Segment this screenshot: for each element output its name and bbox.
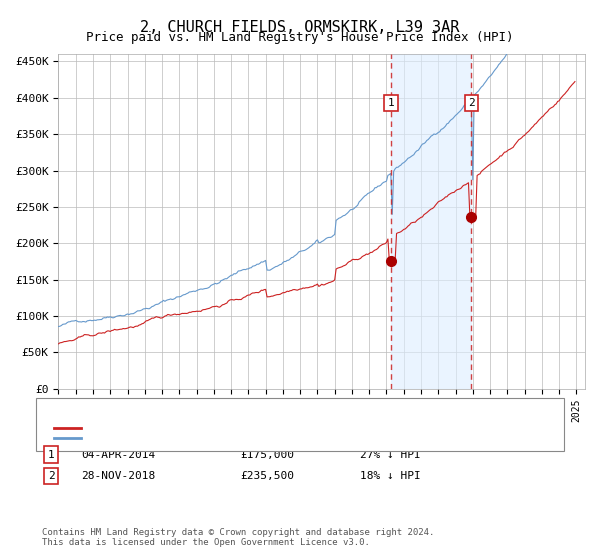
Text: 2: 2 [468, 98, 475, 108]
Text: Price paid vs. HM Land Registry's House Price Index (HPI): Price paid vs. HM Land Registry's House … [86, 31, 514, 44]
Text: HPI: Average price, detached house, West Lancashire: HPI: Average price, detached house, West… [87, 433, 406, 443]
Text: 28-NOV-2018: 28-NOV-2018 [81, 471, 155, 481]
Text: 18% ↓ HPI: 18% ↓ HPI [360, 471, 421, 481]
Text: 1: 1 [47, 450, 55, 460]
Text: 2, CHURCH FIELDS, ORMSKIRK, L39 3AR (detached house): 2, CHURCH FIELDS, ORMSKIRK, L39 3AR (det… [87, 423, 412, 433]
Text: 04-APR-2014: 04-APR-2014 [81, 450, 155, 460]
Text: £175,000: £175,000 [240, 450, 294, 460]
Bar [391, 54, 472, 389]
Text: 1: 1 [388, 98, 395, 108]
Text: £235,500: £235,500 [240, 471, 294, 481]
Text: 2: 2 [47, 471, 55, 481]
Text: Contains HM Land Registry data © Crown copyright and database right 2024.
This d: Contains HM Land Registry data © Crown c… [42, 528, 434, 547]
Text: 2, CHURCH FIELDS, ORMSKIRK, L39 3AR: 2, CHURCH FIELDS, ORMSKIRK, L39 3AR [140, 20, 460, 35]
Text: 27% ↓ HPI: 27% ↓ HPI [360, 450, 421, 460]
